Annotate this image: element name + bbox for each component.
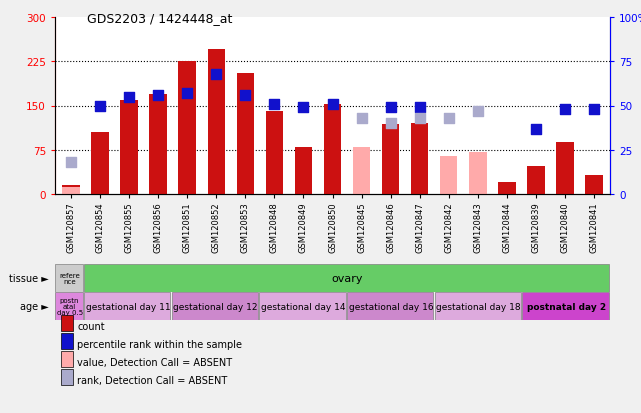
Text: percentile rank within the sample: percentile rank within the sample: [78, 339, 242, 349]
Point: [298, 105, 308, 112]
Bar: [237, 74, 254, 195]
Point: [269, 101, 279, 108]
Bar: [353, 147, 370, 195]
Text: value, Detection Call = ABSENT: value, Detection Call = ABSENT: [78, 358, 233, 368]
Text: rank, Detection Call = ABSENT: rank, Detection Call = ABSENT: [78, 375, 228, 385]
Bar: [265, 112, 283, 195]
Bar: [324, 105, 341, 195]
Text: tissue ►: tissue ►: [9, 273, 49, 283]
Bar: [469, 152, 487, 195]
Bar: [522, 292, 608, 320]
Bar: [498, 183, 515, 195]
Bar: [84, 292, 171, 320]
Bar: [62, 188, 79, 195]
Bar: [208, 50, 225, 195]
Text: gestational day 18: gestational day 18: [437, 302, 521, 311]
Text: gestational day 12: gestational day 12: [174, 302, 258, 311]
Bar: [172, 292, 258, 320]
Bar: [55, 292, 83, 320]
Bar: [62, 186, 79, 195]
Bar: [440, 156, 458, 195]
Text: refere
nce: refere nce: [59, 272, 80, 285]
Text: postnatal day 2: postnatal day 2: [527, 302, 606, 311]
Bar: [585, 176, 603, 195]
Point: [95, 103, 105, 109]
Point: [211, 71, 221, 78]
Text: gestational day 16: gestational day 16: [349, 302, 433, 311]
Bar: [382, 125, 399, 195]
Point: [66, 159, 76, 166]
Bar: [121, 100, 138, 195]
Point: [415, 115, 425, 122]
Text: age ►: age ►: [20, 301, 49, 311]
Point: [124, 94, 134, 101]
Bar: [178, 62, 196, 195]
Text: gestational day 11: gestational day 11: [86, 302, 171, 311]
Bar: [91, 133, 109, 195]
Point: [153, 93, 163, 99]
Text: gestational day 14: gestational day 14: [261, 302, 345, 311]
Bar: [260, 292, 345, 320]
Point: [385, 105, 395, 112]
Point: [240, 93, 251, 99]
Bar: [411, 124, 428, 195]
Bar: [295, 147, 312, 195]
Bar: [347, 292, 433, 320]
Text: ovary: ovary: [331, 273, 363, 283]
Point: [531, 126, 541, 133]
Text: postn
atal
day 0.5: postn atal day 0.5: [56, 297, 83, 316]
Point: [328, 101, 338, 108]
Point: [182, 90, 192, 97]
Bar: [556, 143, 574, 195]
Text: count: count: [78, 322, 105, 332]
Bar: [527, 166, 545, 195]
Point: [589, 107, 599, 113]
Point: [415, 105, 425, 112]
Point: [356, 115, 367, 122]
Bar: [149, 95, 167, 195]
Point: [560, 107, 570, 113]
Point: [444, 115, 454, 122]
Bar: [435, 292, 521, 320]
Bar: [55, 264, 83, 292]
Text: GDS2203 / 1424448_at: GDS2203 / 1424448_at: [87, 12, 233, 25]
Point: [472, 108, 483, 115]
Point: [385, 121, 395, 127]
